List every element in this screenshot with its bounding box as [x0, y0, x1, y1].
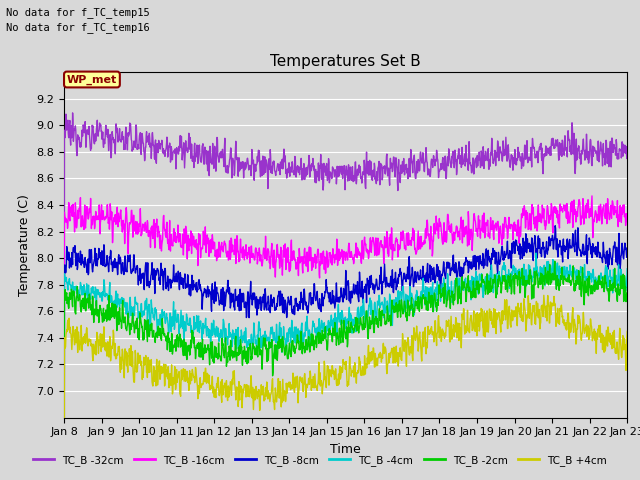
- Text: WP_met: WP_met: [67, 74, 117, 84]
- Title: Temperatures Set B: Temperatures Set B: [270, 54, 421, 70]
- Text: No data for f_TC_temp15: No data for f_TC_temp15: [6, 7, 150, 18]
- Y-axis label: Temperature (C): Temperature (C): [18, 194, 31, 296]
- Text: No data for f_TC_temp16: No data for f_TC_temp16: [6, 22, 150, 33]
- X-axis label: Time: Time: [330, 443, 361, 456]
- Legend: TC_B -32cm, TC_B -16cm, TC_B -8cm, TC_B -4cm, TC_B -2cm, TC_B +4cm: TC_B -32cm, TC_B -16cm, TC_B -8cm, TC_B …: [29, 451, 611, 470]
